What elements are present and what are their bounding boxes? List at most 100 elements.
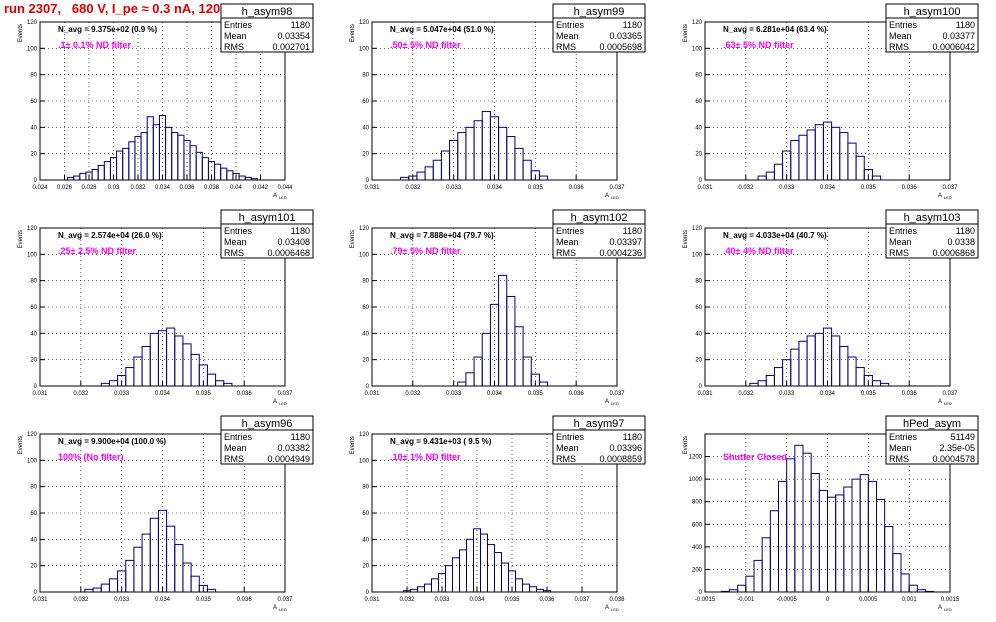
histogram-bar: [498, 274, 508, 387]
histogram-bar: [125, 559, 135, 593]
x-tick-label: 0.035: [196, 597, 212, 603]
x-tick-label: 0.036: [569, 391, 585, 397]
stats-box: [552, 415, 646, 465]
stats-value: 0.03382: [277, 443, 310, 453]
histogram-name: h_asym101: [239, 212, 296, 224]
histogram-bar: [457, 132, 467, 181]
histogram-bar: [871, 175, 882, 181]
histogram-name: h_asym100: [904, 6, 961, 18]
stats-label: Mean: [556, 237, 579, 247]
x-tick-label: 0.033: [779, 185, 795, 191]
y-tick-label: 40: [30, 125, 37, 131]
x-tick-label: 0.0015: [941, 597, 960, 603]
x-tick-label: 0.033: [446, 185, 462, 191]
histogram-bar: [473, 356, 483, 387]
x-tick-label: 0.035: [861, 185, 877, 191]
x-axis-label-subscript: LED: [944, 195, 952, 200]
histogram-bar: [459, 549, 467, 593]
histogram-bar: [206, 373, 217, 387]
histogram-bar: [182, 343, 192, 387]
x-tick-label: 0.037: [574, 597, 590, 603]
histogram-bar: [538, 175, 549, 181]
x-tick-label: 0.031: [364, 185, 380, 191]
filter-annotation: .10± 1% ND filter: [390, 452, 461, 462]
y-tick-label: 20: [695, 152, 702, 158]
stats-value: 0.03354: [277, 31, 310, 41]
navg-label: N_avg = 9.375e+02 (0.9 %): [58, 25, 158, 34]
stats-label: RMS: [889, 42, 909, 52]
x-tick-label: 0.036: [902, 391, 918, 397]
navg-label: N_avg = 2.574e+04 (26.0 %): [58, 231, 162, 240]
filter-annotation: .79± 5% ND filter: [390, 246, 461, 256]
y-axis-label: Events: [350, 436, 356, 454]
y-tick-label: 100: [27, 252, 38, 258]
y-tick-label: 120: [359, 226, 370, 232]
histogram-bar: [843, 486, 853, 593]
y-tick-label: 40: [362, 537, 369, 543]
x-axis-label: A: [605, 605, 609, 611]
y-tick-label: 60: [30, 305, 37, 311]
stats-value: 0.0006042: [932, 42, 975, 52]
stats-label: RMS: [889, 248, 909, 258]
y-tick-label: 80: [362, 73, 369, 79]
y-tick-label: 60: [362, 305, 369, 311]
y-axis-label: Events: [683, 436, 689, 454]
stats-value: 0.03396: [609, 443, 642, 453]
histogram-panel-h_asym103: 0.031 0.032 0.033 0.034 0.035 0.036 0.037 0 20 40…: [683, 209, 979, 406]
histogram-bar: [839, 132, 849, 181]
histogram-bar: [839, 346, 849, 387]
histogram-bar: [798, 340, 808, 387]
x-tick-label: 0.032: [405, 391, 421, 397]
histogram-bar: [125, 367, 135, 387]
x-tick-label: 0.035: [528, 391, 544, 397]
y-tick-label: 100: [359, 252, 370, 258]
histogram-bar: [522, 159, 532, 181]
y-tick-label: 40: [30, 537, 37, 543]
histogram-bar: [745, 575, 755, 593]
histogram-panel-h_asym98: 0.024 0.026 0.028 0.03 0.032 0.034 0.036 0.038 0…: [18, 3, 314, 200]
y-tick-label: 20: [30, 564, 37, 570]
histogram-bar: [884, 526, 894, 593]
x-tick-label: 0.035: [528, 185, 544, 191]
histogram-bar: [133, 546, 143, 593]
x-axis-label: A: [273, 193, 277, 199]
stats-value: 0.03397: [609, 237, 642, 247]
y-tick-label: 0: [34, 178, 38, 184]
histogram-bar: [481, 332, 491, 387]
stats-box: [220, 415, 314, 465]
x-axis-label: A: [273, 605, 277, 611]
histogram-bar: [116, 150, 124, 181]
filter-annotation: Shutter Closed: [723, 452, 787, 462]
histogram-bar: [91, 168, 99, 181]
y-tick-label: 0: [366, 384, 370, 390]
x-tick-label: 0.034: [820, 391, 836, 397]
histogram-bar: [494, 552, 502, 593]
y-tick-label: 100: [692, 46, 703, 52]
histogram-bar: [122, 147, 130, 181]
histogram-bar: [794, 444, 804, 593]
stats-box: [885, 415, 979, 465]
histogram-bar: [790, 140, 800, 181]
x-tick-label: 0.042: [253, 185, 269, 191]
y-tick-label: 1000: [689, 477, 703, 483]
histogram-bar: [149, 332, 159, 387]
histogram-bar: [908, 584, 918, 593]
x-tick-label: 0.031: [364, 391, 380, 397]
y-axis-label: Events: [18, 24, 24, 42]
x-tick-label: 0.033: [434, 597, 450, 603]
histogram-bar: [480, 533, 488, 593]
stats-label: RMS: [556, 42, 576, 52]
histogram-name: h_asym103: [904, 212, 961, 224]
x-tick-label: 0.031: [364, 597, 380, 603]
x-tick-label: 0.031: [697, 185, 713, 191]
histogram-panel-h_asym99: 0.031 0.032 0.033 0.034 0.035 0.036 0.037 0 20 40…: [350, 3, 646, 200]
x-tick-label: 0.032: [399, 597, 415, 603]
y-axis-label: Events: [350, 230, 356, 248]
x-axis-label: A: [273, 399, 277, 405]
histogram-bar: [171, 132, 179, 181]
histogram-bar: [457, 381, 467, 387]
stats-label: Entries: [556, 226, 585, 236]
histogram-bar: [108, 578, 119, 593]
stats-value: 0.0008859: [599, 454, 642, 464]
histogram-name: h_asym98: [242, 6, 293, 18]
